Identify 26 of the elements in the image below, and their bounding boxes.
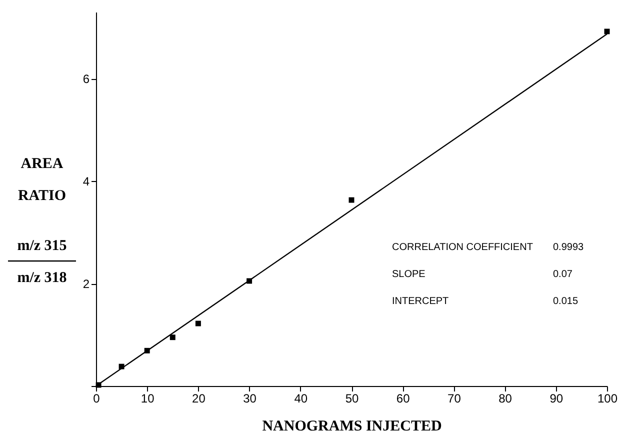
annotation: 0.9993 bbox=[553, 242, 584, 253]
point bbox=[195, 320, 201, 326]
x-tick-label: 10 bbox=[140, 392, 155, 406]
x-tick-label: 100 bbox=[597, 392, 618, 406]
annotation: 0.07 bbox=[553, 269, 573, 280]
point bbox=[170, 334, 176, 340]
x-tick-label: 50 bbox=[345, 392, 359, 406]
point bbox=[348, 197, 354, 203]
x-axis-title: NANOGRAMS INJECTED bbox=[262, 418, 442, 434]
point bbox=[604, 28, 610, 34]
text: AREA RATIO m/z 315 m/z 318 bbox=[17, 156, 67, 286]
x-tick-label: 60 bbox=[396, 392, 410, 406]
x-tick-label: 0 bbox=[93, 392, 100, 406]
x-tick-label: 30 bbox=[243, 392, 257, 406]
x-tick-label: 40 bbox=[294, 392, 308, 406]
y-tick-label: 4 bbox=[82, 174, 90, 189]
annotation: 0.015 bbox=[553, 296, 578, 307]
annotation: INTERCEPT bbox=[392, 296, 449, 307]
x-tick-label: 90 bbox=[550, 392, 564, 406]
x-tick-label: 80 bbox=[498, 392, 512, 406]
x-tick-label: 20 bbox=[192, 392, 206, 406]
annotation: CORRELATION COEFFICIENT bbox=[392, 242, 533, 253]
x-tick-label: 70 bbox=[448, 392, 462, 406]
y-tick-label: 6 bbox=[82, 72, 90, 86]
annotation: SLOPE bbox=[392, 269, 426, 280]
y-tick-label: 2 bbox=[82, 277, 90, 292]
